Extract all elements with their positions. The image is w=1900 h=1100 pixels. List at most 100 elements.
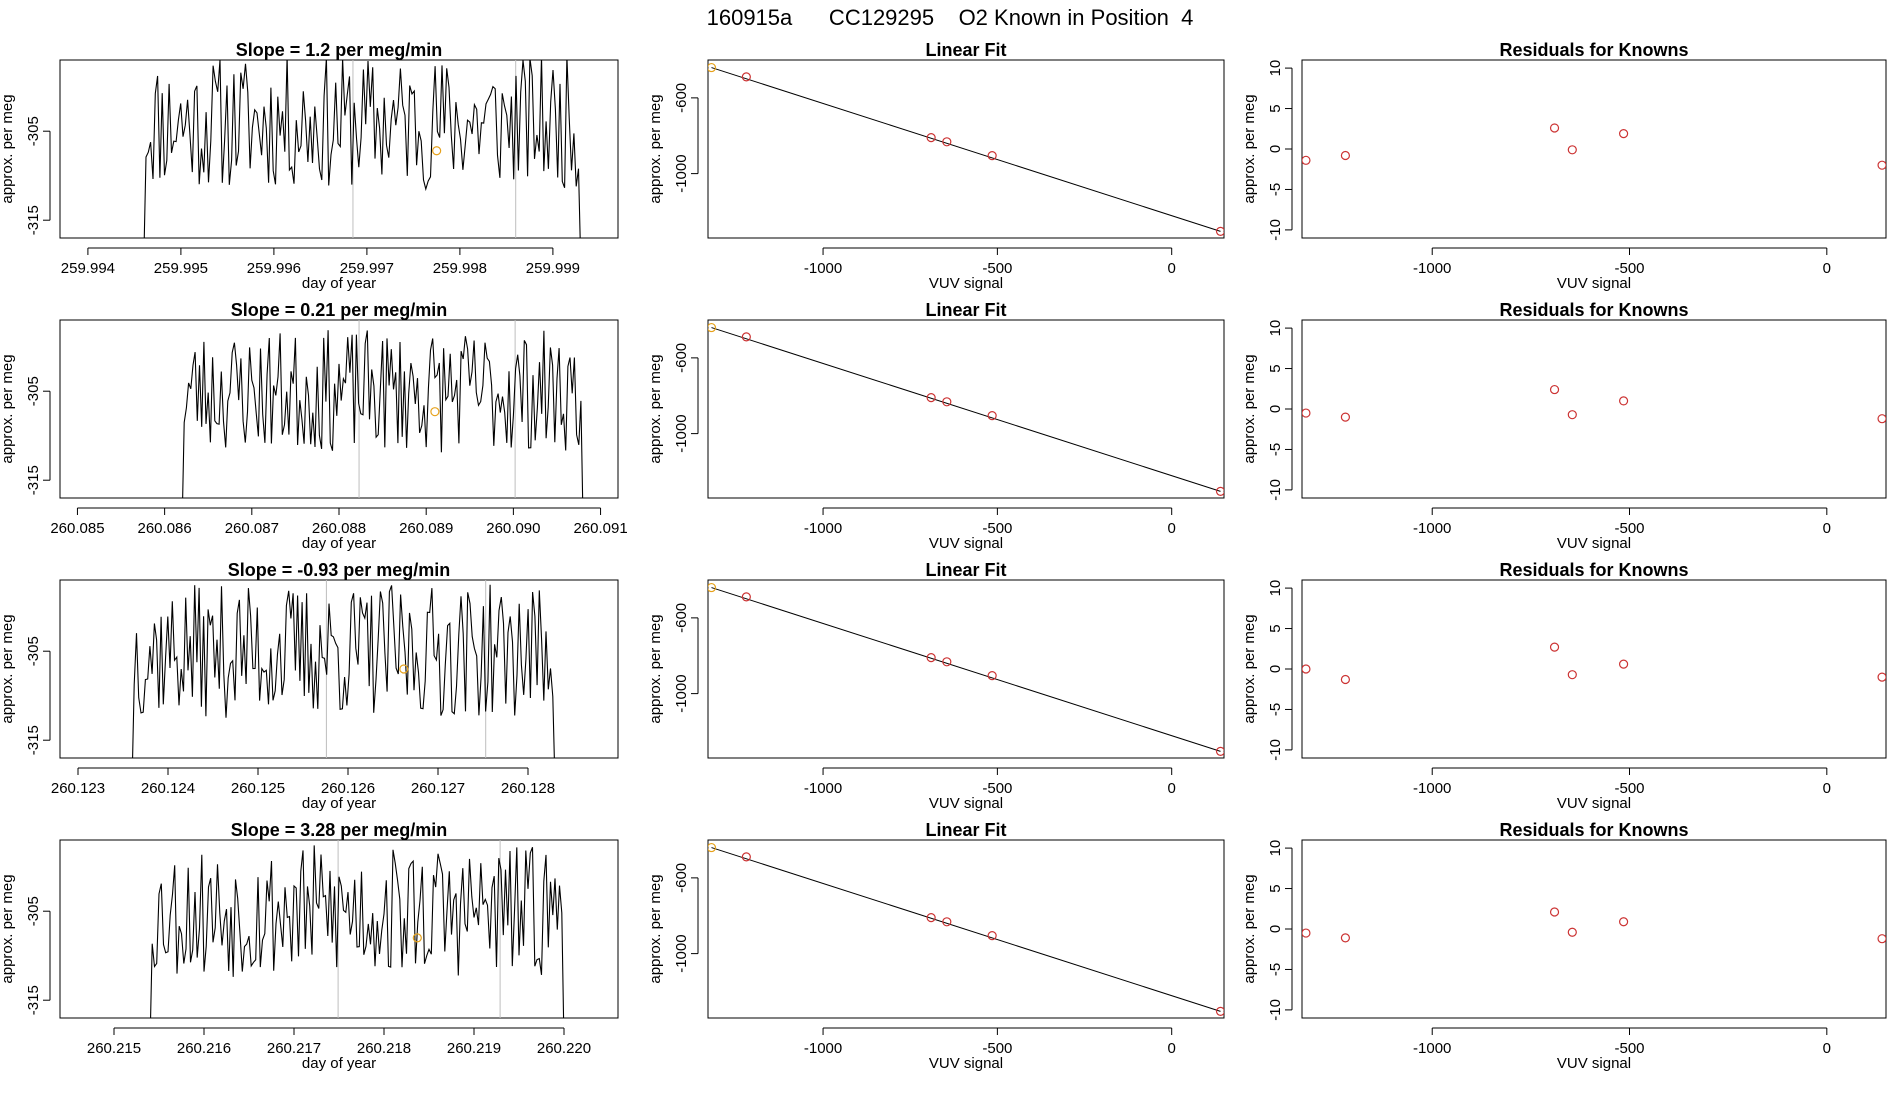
x-tick-label: 260.086 — [138, 520, 192, 537]
residual-point — [1877, 672, 1886, 682]
fit-panel-row-1: Linear Fit -1000 -500 0 VUV signal -600 -1000 a… — [647, 40, 1225, 292]
y-axis-label: approx. per meg — [0, 614, 16, 723]
plot-marks — [708, 582, 1224, 756]
data-point — [1215, 1006, 1224, 1016]
plot-frame — [59, 839, 619, 1019]
plot-frame — [1301, 579, 1887, 759]
x-axis-label: day of year — [302, 1055, 376, 1072]
y-axis-label: approx. per meg — [647, 354, 664, 463]
y-tick-label: -305 — [25, 116, 42, 146]
x-tick-label: -500 — [1614, 260, 1644, 277]
fit-panel-row-2: Linear Fit -1000 -500 0 VUV signal -600 -1000 a… — [647, 300, 1225, 552]
panel-title: Slope = -0.93 per meg/min — [228, 560, 451, 580]
plot-frame — [59, 579, 619, 759]
fit-line — [711, 67, 1221, 232]
residual-point — [1340, 150, 1351, 161]
residual-point — [1567, 670, 1577, 680]
x-tick-label: 0 — [1823, 260, 1831, 277]
x-tick-label: 260.088 — [312, 520, 366, 537]
y-tick-label: 0 — [1267, 925, 1284, 933]
y-tick-label: 5 — [1267, 624, 1284, 632]
fit-line — [711, 587, 1221, 752]
known-point — [412, 933, 422, 943]
x-tick-label: -1000 — [1413, 520, 1451, 537]
x-tick-label: 259.996 — [247, 260, 301, 277]
known-point — [432, 146, 442, 156]
x-axis-label: day of year — [302, 535, 376, 552]
timeseries-panel-row-3: Slope = -0.93 per meg/min 260.123 260.124 2… — [0, 560, 619, 812]
data-point — [987, 671, 997, 681]
y-tick-label: 10 — [1267, 60, 1284, 77]
data-point — [987, 411, 997, 421]
x-tick-label: 259.995 — [154, 260, 208, 277]
known-point — [708, 582, 717, 593]
y-tick-label: -315 — [25, 205, 42, 235]
x-tick-label: -500 — [982, 780, 1012, 797]
x-axis-label: day of year — [302, 795, 376, 812]
y-tick-label: -600 — [673, 343, 690, 373]
plot-marks — [150, 840, 565, 1018]
plot-frame — [707, 59, 1225, 239]
residual-point — [1877, 414, 1886, 424]
panels: Slope = 1.2 per meg/min 259.994 259.995 259… — [0, 40, 1887, 1072]
residual-point — [1340, 674, 1351, 685]
x-tick-label: 260.215 — [87, 1040, 141, 1057]
x-tick-label: 0 — [1823, 520, 1831, 537]
residual-point — [1302, 928, 1311, 938]
y-tick-label: 10 — [1267, 840, 1284, 857]
x-tick-label: -1000 — [1413, 1040, 1451, 1057]
x-tick-label: 260.090 — [486, 520, 540, 537]
x-axis-label: VUV signal — [929, 535, 1003, 552]
y-tick-label: 10 — [1267, 320, 1284, 337]
data-point — [926, 913, 936, 923]
fit-panel-row-3: Linear Fit -1000 -500 0 VUV signal -600 -1000 a… — [647, 560, 1225, 812]
figure-title: 160915a CC129295 O2 Known in Position 4 — [707, 5, 1194, 30]
timeseries-panel-row-4: Slope = 3.28 per meg/min 260.215 260.216 26… — [0, 820, 619, 1072]
y-tick-label: -315 — [25, 985, 42, 1015]
plot-frame — [1301, 839, 1887, 1019]
data-point — [942, 397, 952, 407]
x-tick-label: -500 — [982, 260, 1012, 277]
y-axis-label: approx. per meg — [647, 94, 664, 203]
y-axis-label: approx. per meg — [0, 874, 16, 983]
data-point — [942, 657, 952, 667]
plot-frame — [707, 319, 1225, 499]
panel-title: Linear Fit — [925, 560, 1006, 580]
data-point — [741, 72, 751, 82]
x-tick-label: 260.091 — [573, 520, 627, 537]
x-tick-label: 260.127 — [411, 780, 465, 797]
x-tick-label: 260.217 — [267, 1040, 321, 1057]
x-axis-label: day of year — [302, 275, 376, 292]
x-tick-label: 0 — [1168, 1040, 1176, 1057]
panel-title: Linear Fit — [925, 820, 1006, 840]
x-tick-label: 260.089 — [399, 520, 453, 537]
plot-frame — [1301, 59, 1887, 239]
y-tick-label: -1000 — [673, 154, 690, 192]
x-tick-label: -1000 — [804, 780, 842, 797]
residual-point — [1340, 933, 1351, 943]
y-tick-label: -5 — [1267, 183, 1284, 196]
plot-marks — [143, 60, 581, 238]
x-tick-label: -1000 — [804, 520, 842, 537]
x-tick-label: 0 — [1168, 260, 1176, 277]
panel-title: Slope = 0.21 per meg/min — [231, 300, 448, 320]
signal-trace — [143, 60, 581, 238]
x-axis-label: VUV signal — [929, 795, 1003, 812]
timeseries-panel-row-2: Slope = 0.21 per meg/min 260.085 260.086 26… — [0, 300, 628, 552]
plot-marks — [1302, 642, 1886, 685]
x-tick-label: 259.994 — [61, 260, 115, 277]
residual-point — [1302, 664, 1311, 674]
panel-title: Residuals for Knowns — [1499, 300, 1688, 320]
known-point — [399, 664, 409, 674]
x-tick-label: -1000 — [1413, 260, 1451, 277]
residual-point — [1567, 145, 1577, 155]
x-tick-label: 260.126 — [321, 780, 375, 797]
y-tick-label: -10 — [1267, 219, 1284, 241]
y-tick-label: -305 — [25, 376, 42, 406]
x-tick-label: 259.998 — [433, 260, 487, 277]
y-tick-label: -305 — [25, 636, 42, 666]
signal-trace — [182, 330, 584, 498]
plot-marks — [708, 62, 1224, 236]
y-tick-label: -10 — [1267, 999, 1284, 1021]
x-tick-label: -1000 — [1413, 780, 1451, 797]
